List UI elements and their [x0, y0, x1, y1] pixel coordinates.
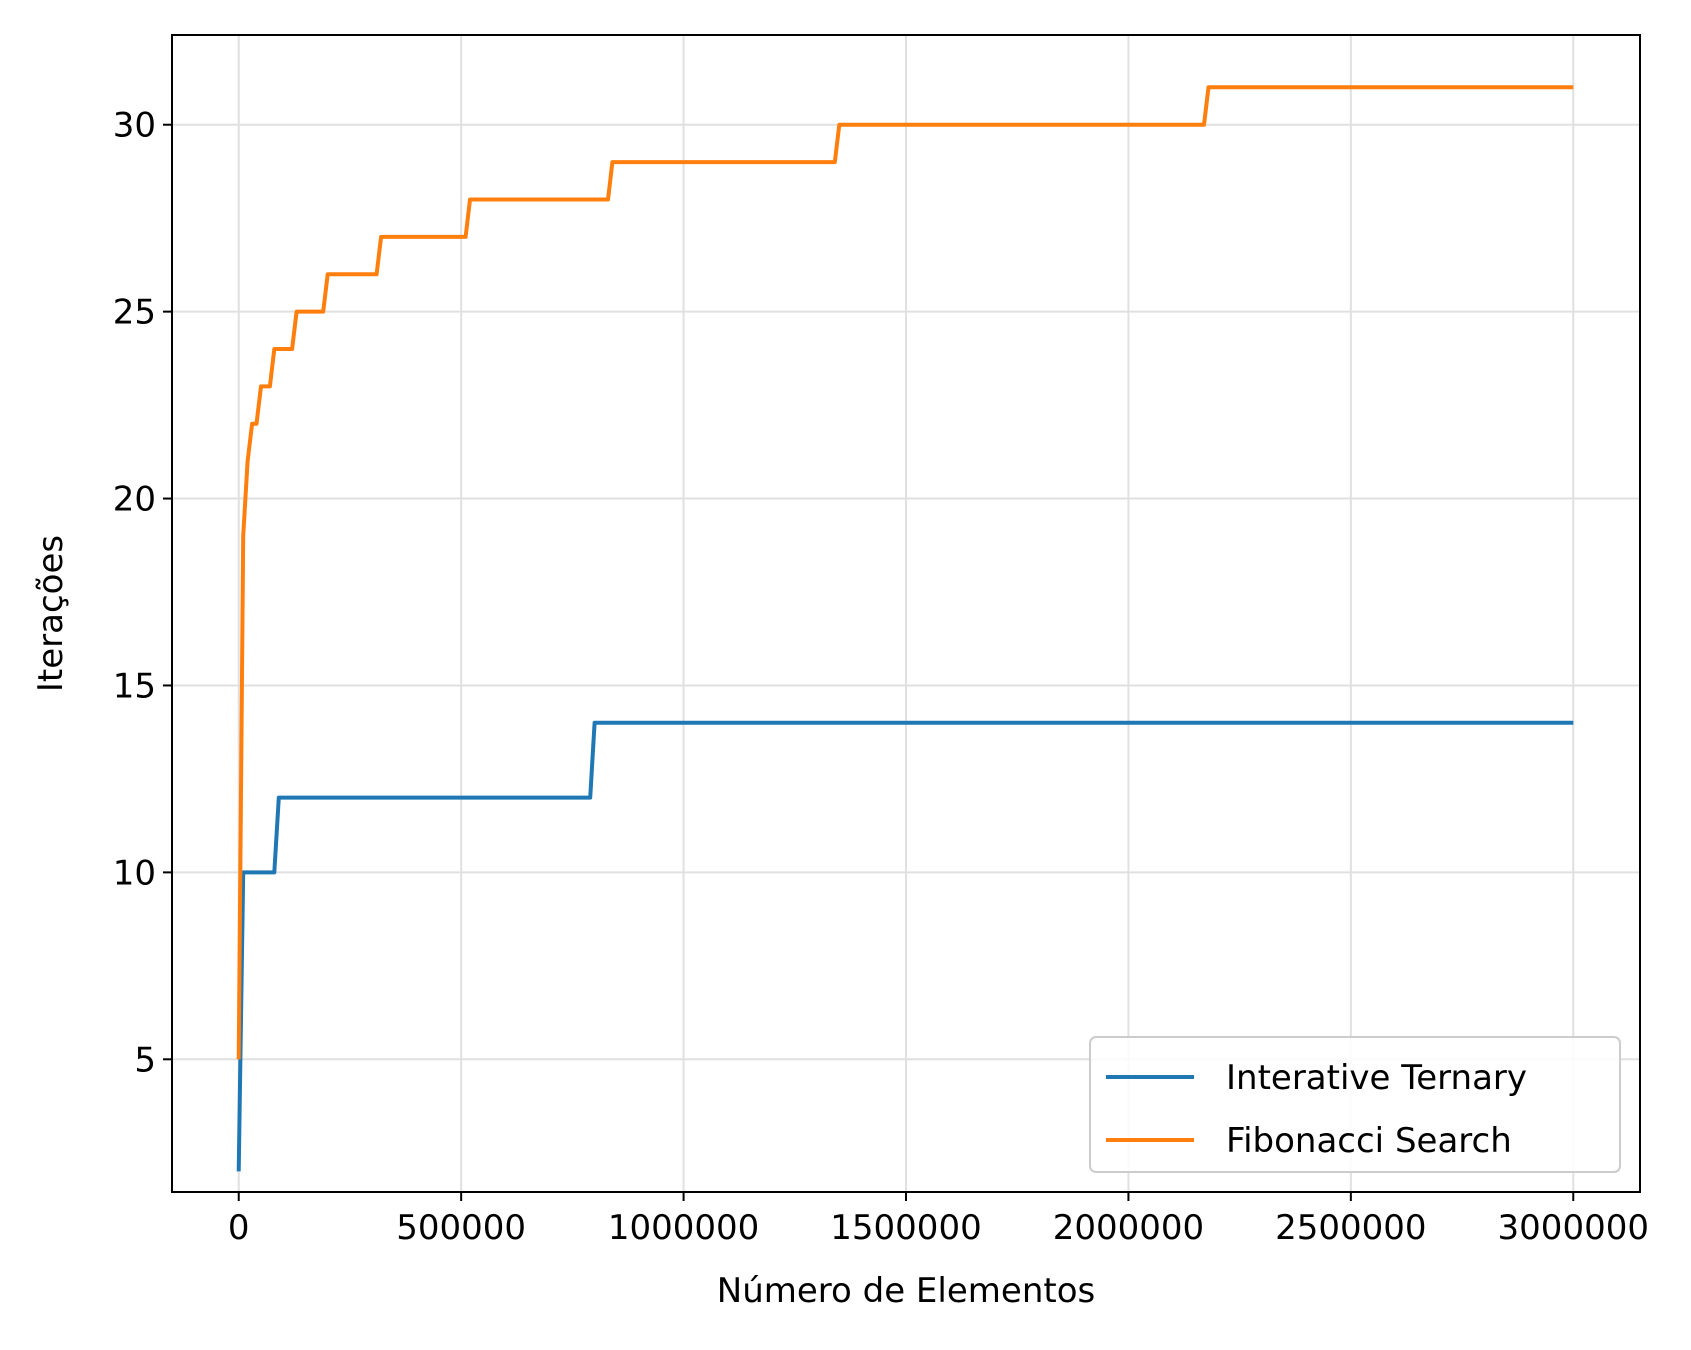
- series-line-0: [236, 720, 1574, 1172]
- y-tick-label: 25: [113, 293, 156, 333]
- x-tick-label: 2500000: [1275, 1208, 1426, 1248]
- legend: Interative Ternary Fibonacci Search: [1089, 1036, 1621, 1173]
- x-axis-label: Número de Elementos: [717, 1271, 1095, 1311]
- y-tick-label: 15: [113, 666, 156, 706]
- x-tick-label: 0: [228, 1208, 250, 1248]
- legend-box: [1089, 1036, 1621, 1173]
- x-tick-label: 500000: [396, 1208, 526, 1248]
- x-tick-label: 1500000: [830, 1208, 981, 1248]
- x-tick-label: 3000000: [1498, 1208, 1649, 1248]
- y-axis-label: Iterações: [31, 535, 71, 692]
- y-tick-label: 10: [113, 853, 156, 893]
- x-tick-label: 2000000: [1053, 1208, 1204, 1248]
- legend-label: Interative Ternary: [1226, 1058, 1527, 1098]
- y-tick-label: 5: [134, 1040, 156, 1080]
- grid: [172, 35, 1640, 1192]
- series-lines: [236, 85, 1574, 1172]
- y-tick-label: 30: [113, 106, 156, 146]
- y-tick-label: 20: [113, 480, 156, 520]
- legend-label: Fibonacci Search: [1226, 1121, 1512, 1161]
- series-line-1: [236, 85, 1574, 1060]
- x-tick-label: 1000000: [608, 1208, 759, 1248]
- ticks: 0 500000 1000000 1500000 2000000 2500000 30000…: [113, 106, 1649, 1248]
